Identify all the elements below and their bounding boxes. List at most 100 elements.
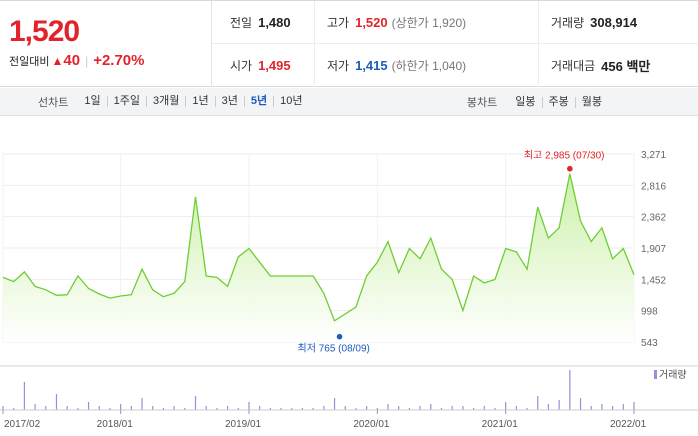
x-tick-label: 2021/01 — [482, 419, 519, 430]
volume-bar — [333, 398, 336, 410]
volume-bar — [569, 370, 571, 410]
volume-bar — [237, 408, 239, 410]
period-tab[interactable]: 3개월 — [147, 96, 187, 107]
y-tick-label: 1,452 — [641, 275, 666, 286]
price-box: 1,520 전일대비 ▲ 40 | +2.70% — [0, 1, 212, 87]
volume-bar — [387, 404, 389, 410]
stat-label: 거래대금 — [551, 59, 596, 73]
stat-label: 시가 — [230, 59, 253, 73]
stats-row: 전일 1,480 고가 1,520 (상한가 1,920) 거래량 308,91… — [212, 1, 698, 44]
volume-bar — [408, 408, 411, 410]
volume-bar — [590, 406, 592, 410]
volume-bar — [483, 406, 485, 410]
period-tab[interactable]: 1주일 — [108, 96, 147, 107]
x-tick-label: 2018/01 — [97, 419, 134, 430]
volume-bar — [440, 408, 443, 410]
volume-bar — [312, 408, 314, 410]
volume-bar — [13, 408, 15, 410]
stat-prev-close: 전일 1,480 — [212, 1, 314, 44]
volume-bar — [472, 408, 475, 410]
volume-bar — [87, 402, 90, 410]
volume-bar — [558, 400, 560, 410]
y-tick-label: 1,907 — [641, 244, 666, 255]
volume-bar — [494, 408, 496, 410]
quote-panel: 1,520 전일대비 ▲ 40 | +2.70% 전일 1,480 고가 1,5… — [0, 0, 698, 87]
stat-label: 고가 — [327, 16, 350, 30]
x-tick-label: 2017/02 — [4, 419, 41, 430]
y-tick-label: 3,271 — [641, 150, 666, 161]
max-annotation: 최고 2,985 (07/30) — [524, 150, 605, 162]
stat-value: 308,914 — [590, 15, 638, 30]
change-amount: 40 — [63, 52, 81, 69]
volume-bar — [248, 402, 250, 410]
volume-bar — [280, 408, 282, 410]
volume-bar — [355, 408, 357, 410]
chart-toolbar: 선차트 1일 1주일 3개월 1년 3년 5년 10년 봉차트 일봉 주봉 월봉 — [0, 88, 698, 116]
min-annotation: 최저 765 (08/09) — [298, 343, 370, 355]
volume-bar — [77, 408, 79, 410]
volume-bar — [216, 408, 218, 410]
volume-legend-swatch — [654, 370, 657, 379]
y-tick-label: 2,362 — [641, 213, 666, 224]
stat-value: 1,495 — [258, 58, 291, 73]
volume-bar — [130, 406, 132, 410]
volume-bar — [162, 408, 165, 410]
x-tick-label: 2019/01 — [225, 419, 262, 430]
change-label: 전일대비 — [9, 55, 50, 68]
volume-bar — [537, 396, 539, 410]
volume-bar — [376, 408, 378, 410]
stat-volume: 거래량 308,914 — [538, 1, 698, 44]
stat-high: 고가 1,520 (상한가 1,920) — [314, 1, 538, 44]
y-tick-label: 543 — [641, 338, 658, 349]
price-line — [2, 173, 635, 322]
y-tick-label: 998 — [641, 307, 658, 318]
volume-bar — [205, 406, 207, 410]
volume-bar — [579, 398, 582, 410]
volume-bar — [269, 408, 271, 410]
stat-label: 거래량 — [551, 16, 585, 30]
volume-bar — [23, 382, 25, 410]
price-chart: 3,271 2,816 2,362 1,907 1,452 998 543 최고 2,985 … — [0, 150, 698, 430]
volume-bar — [152, 406, 154, 410]
volume-bar — [66, 406, 68, 410]
candle-tab[interactable]: 일봉 — [509, 96, 543, 108]
volume-bar — [259, 406, 261, 410]
volume-bar — [601, 404, 603, 410]
stats-row: 시가 1,495 저가 1,415 (하한가 1,040) 거래대금 456 백… — [212, 44, 698, 87]
stat-value: 1,480 — [258, 15, 291, 30]
period-tabs: 1일 1주일 3개월 1년 3년 5년 10년 — [78, 96, 308, 107]
volume-bar — [98, 406, 100, 410]
stat-turnover: 거래대금 456 백만 — [538, 44, 698, 87]
volume-bar — [55, 394, 58, 410]
stat-value: 456 백만 — [601, 59, 651, 74]
change-percent: +2.70% — [93, 52, 145, 69]
period-tab[interactable]: 1년 — [186, 96, 216, 107]
candle-chart-label: 봉차트 — [466, 97, 498, 109]
volume-bar — [366, 406, 368, 410]
period-tab[interactable]: 3년 — [216, 96, 245, 107]
period-tab[interactable]: 5년 — [245, 96, 275, 107]
period-tab[interactable]: 10년 — [280, 95, 303, 107]
up-arrow-icon: ▲ — [51, 53, 64, 68]
volume-bar — [226, 406, 229, 410]
volume-bar — [109, 408, 111, 410]
volume-bar — [301, 408, 304, 410]
volume-bar — [184, 408, 186, 410]
candle-tab[interactable]: 주봉 — [543, 96, 576, 108]
stat-low: 저가 1,415 (하한가 1,040) — [314, 44, 538, 87]
change-row: 전일대비 ▲ 40 | +2.70% — [9, 52, 144, 69]
stat-open: 시가 1,495 — [212, 44, 314, 87]
period-tab[interactable]: 1일 — [78, 96, 108, 107]
stat-label: 저가 — [327, 59, 350, 73]
max-marker — [567, 165, 573, 172]
stat-value: 1,415 — [355, 58, 388, 73]
upper-limit: (상한가 1,920) — [391, 16, 467, 30]
volume-bar — [323, 406, 325, 410]
volume-bar — [451, 406, 453, 410]
line-chart-label: 선차트 — [38, 96, 69, 109]
candle-group: 봉차트 일봉 주봉 월봉 — [467, 88, 608, 116]
volume-bar — [505, 402, 507, 410]
candle-tab[interactable]: 월봉 — [581, 95, 602, 108]
volume-bar — [34, 404, 36, 410]
price-area — [3, 173, 634, 342]
